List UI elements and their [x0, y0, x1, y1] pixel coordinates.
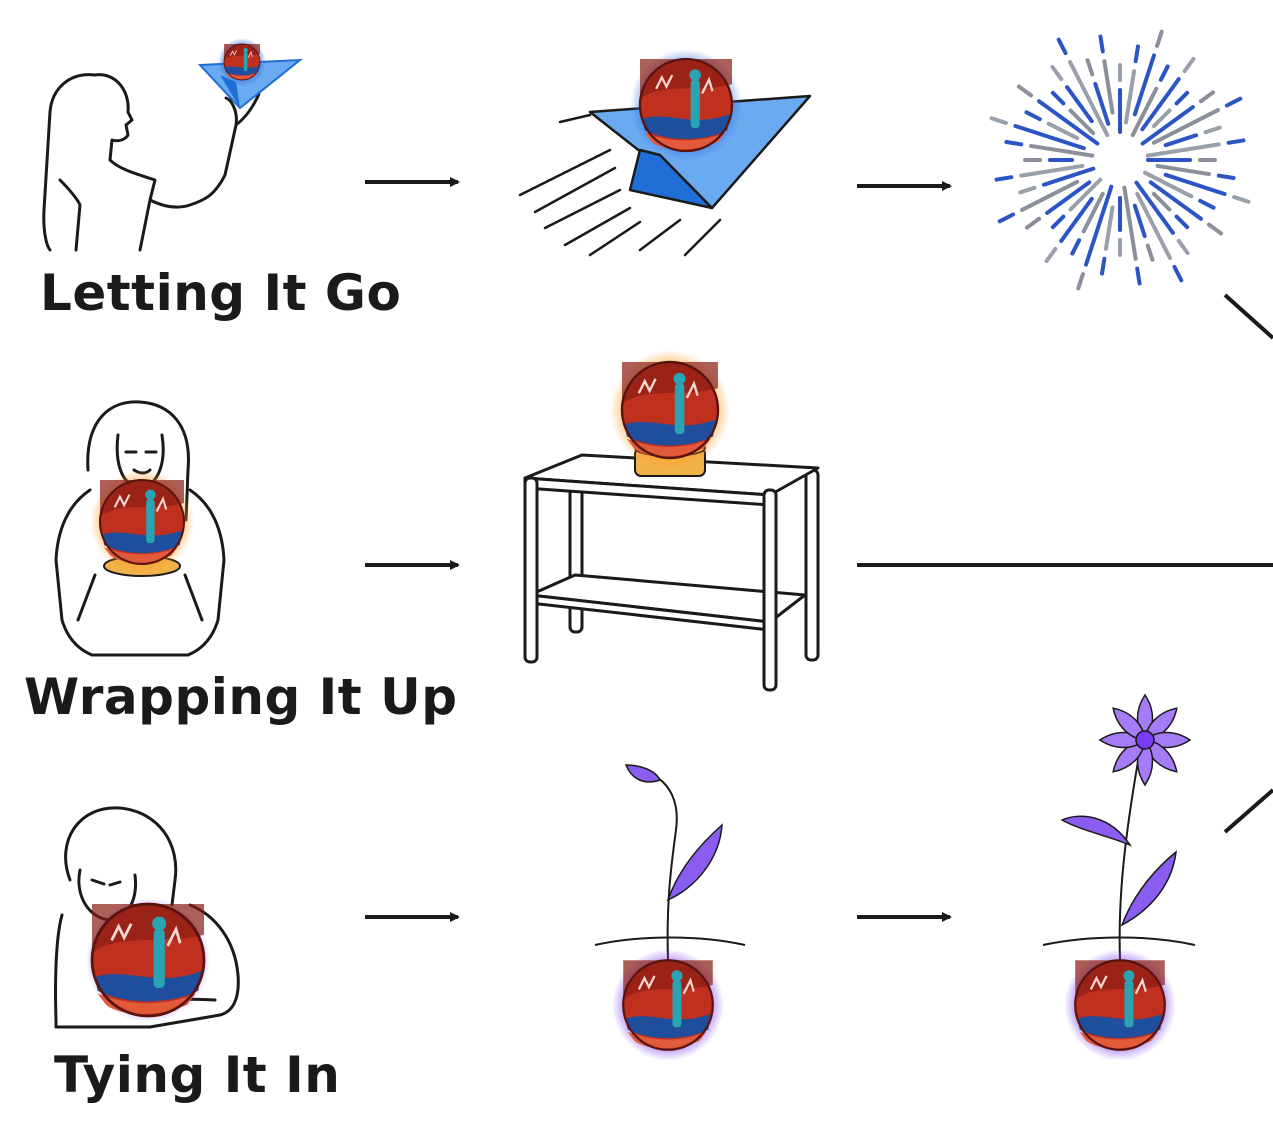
flower-icon: [1042, 693, 1196, 1061]
burst-ray: [1059, 196, 1094, 243]
burst-dash: [1024, 216, 1042, 230]
burst-dash: [1158, 64, 1170, 82]
burst-dash: [1224, 96, 1243, 108]
burst-ray: [1019, 163, 1085, 178]
burst-dash: [1155, 29, 1164, 48]
burst-ray: [1029, 143, 1095, 158]
person-throwing-paper-plane-icon: [42, 73, 261, 252]
burst-dash: [1203, 125, 1222, 135]
burst-ray: [1163, 172, 1227, 196]
burst-ray: [1140, 105, 1195, 146]
paper-plane-icon: [518, 49, 812, 257]
burst-ray: [1148, 180, 1203, 221]
burst-ray: [1068, 108, 1096, 136]
burst-ray: [1134, 180, 1175, 235]
label-tying-it-in: Tying It In: [54, 1046, 341, 1104]
burst-ray: [1132, 53, 1156, 117]
burst-dash: [1172, 264, 1184, 283]
burst-ray: [1068, 59, 1110, 138]
burst-dash: [1176, 238, 1190, 256]
burst-ray: [1145, 142, 1221, 158]
connector-3: [1223, 788, 1273, 834]
burst-ray: [1132, 203, 1147, 239]
burst-ray: [1019, 179, 1080, 212]
shelf-with-orb-icon: [523, 350, 820, 692]
burst-ray: [1046, 121, 1080, 141]
burst-ray: [1068, 177, 1103, 212]
burst-ray: [1037, 99, 1100, 146]
burst-dash: [1198, 198, 1216, 210]
burst-dash: [989, 116, 1008, 125]
burst-ray: [1123, 69, 1137, 125]
burst-dash: [1182, 56, 1196, 74]
burst-dash: [1100, 256, 1107, 276]
burst-ray: [1130, 86, 1159, 138]
burst-dash: [1135, 266, 1142, 286]
burst-ray: [1041, 166, 1096, 187]
burst-ray: [1103, 205, 1115, 251]
burst-dash: [1016, 84, 1034, 98]
burst-dash: [1098, 34, 1105, 54]
burst-ray: [1084, 184, 1114, 267]
small-paper-plane-icon: [197, 38, 304, 110]
connector-1: [1223, 293, 1273, 340]
burst-ray: [1151, 191, 1172, 212]
burst-dash: [997, 212, 1016, 224]
burst-dash: [1174, 214, 1190, 230]
burst-dash: [1050, 90, 1066, 106]
burst-ray: [1135, 191, 1172, 261]
burst-dash: [1145, 243, 1155, 262]
burst-ray: [1142, 170, 1194, 199]
burst-dash: [1174, 90, 1190, 106]
burst-dash: [994, 175, 1014, 182]
burst-ray: [1093, 81, 1111, 126]
burst-icon: [989, 29, 1251, 291]
burst-ray: [1045, 180, 1092, 215]
burst-dash: [1216, 173, 1236, 180]
burst-ray: [1155, 163, 1211, 177]
burst-ray: [1140, 77, 1181, 132]
burst-ray: [1065, 85, 1094, 124]
burst-dash: [1050, 64, 1064, 82]
burst-dash: [1070, 238, 1082, 256]
burst-ray: [1151, 108, 1172, 129]
burst-dash: [1076, 272, 1085, 291]
burst-dash: [1232, 195, 1251, 204]
burst-ray: [1122, 185, 1138, 261]
burst-dash: [1050, 214, 1066, 230]
label-wrapping-it-up: Wrapping It Up: [24, 668, 458, 726]
person-holding-orb-icon: [54, 400, 226, 657]
burst-ray: [1081, 191, 1105, 234]
burst-dash: [1206, 222, 1224, 236]
burst-dash: [1085, 58, 1095, 77]
burst-dash: [1018, 185, 1037, 195]
flower-petal: [1112, 707, 1146, 741]
burst-ray: [1102, 59, 1115, 115]
burst-dash: [1024, 110, 1042, 122]
sprout-icon: [594, 764, 746, 1061]
burst-dash: [1044, 246, 1058, 264]
burst-ray: [1151, 108, 1221, 145]
burst-dash: [1198, 90, 1216, 104]
burst-dash: [1004, 140, 1024, 147]
flower-center: [1135, 730, 1155, 750]
person-hugging-orb-icon: [54, 806, 240, 1029]
burst-dash: [1226, 138, 1246, 145]
label-letting-it-go: Letting It Go: [40, 264, 402, 322]
burst-ray: [1013, 124, 1086, 151]
burst-ray: [1163, 133, 1199, 148]
burst-dash: [1056, 37, 1068, 56]
burst-dash: [1133, 44, 1140, 64]
